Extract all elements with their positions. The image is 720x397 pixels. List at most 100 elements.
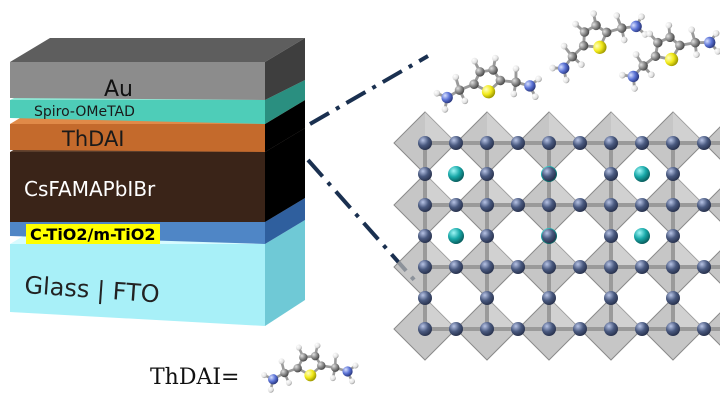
lattice-atom bbox=[511, 136, 525, 150]
carbon-atom bbox=[689, 36, 702, 49]
lattice-atom bbox=[542, 167, 556, 181]
lattice-atom bbox=[666, 229, 680, 243]
lattice-atom bbox=[666, 322, 680, 336]
hydrogen-atom bbox=[452, 73, 460, 81]
lattice-atom bbox=[480, 291, 494, 305]
hydrogen-atom bbox=[332, 352, 339, 359]
lattice-atom bbox=[511, 198, 525, 212]
a-site-cation-atom bbox=[448, 166, 464, 182]
a-site-cation-atom bbox=[634, 166, 650, 182]
lattice-atom bbox=[635, 136, 649, 150]
lattice-atom bbox=[666, 260, 680, 274]
layer-au: Au bbox=[10, 38, 305, 102]
lattice-atom bbox=[480, 322, 494, 336]
carbon-atom bbox=[511, 77, 522, 88]
lattice-atom bbox=[511, 260, 525, 274]
lattice-atom bbox=[542, 260, 556, 274]
layer-label-tio2: C-TiO2/m-TiO2 bbox=[30, 225, 155, 244]
lattice-atom bbox=[573, 322, 587, 336]
hydrogen-atom bbox=[687, 25, 696, 34]
hydrogen-atom bbox=[589, 9, 598, 18]
hydrogen-atom bbox=[268, 387, 275, 394]
lattice-atom bbox=[418, 167, 432, 181]
lattice-atom bbox=[666, 167, 680, 181]
lattice-atom bbox=[480, 198, 494, 212]
lattice-atom bbox=[666, 291, 680, 305]
zoom-line-upper bbox=[310, 56, 428, 124]
carbon-atom bbox=[331, 363, 340, 372]
hydrogen-atom bbox=[278, 358, 285, 365]
hydrogen-atom bbox=[330, 375, 337, 382]
nitrogen-atom bbox=[268, 374, 279, 385]
hydrogen-atom bbox=[612, 11, 621, 20]
lattice-atom bbox=[449, 260, 463, 274]
lattice-atom bbox=[697, 136, 711, 150]
lattice-atom bbox=[604, 167, 618, 181]
layer-label-au: Au bbox=[104, 77, 133, 102]
lattice-atom bbox=[604, 229, 618, 243]
lattice-atom bbox=[573, 198, 587, 212]
lattice-atom bbox=[604, 198, 618, 212]
lattice-atom bbox=[480, 136, 494, 150]
hydrogen-atom bbox=[692, 50, 701, 59]
lattice-atom bbox=[418, 260, 432, 274]
hydrogen-atom bbox=[620, 35, 629, 44]
hydrogen-atom bbox=[548, 63, 557, 72]
lattice-atom bbox=[480, 260, 494, 274]
lattice-atom bbox=[418, 291, 432, 305]
lattice-atom bbox=[604, 291, 618, 305]
carbon-atom bbox=[615, 22, 628, 35]
hydrogen-atom bbox=[562, 75, 571, 84]
carbon-atom bbox=[299, 353, 308, 362]
lattice-atom bbox=[542, 198, 556, 212]
lattice-atom bbox=[697, 322, 711, 336]
a-site-cation-atom bbox=[634, 228, 650, 244]
carbon-atom bbox=[475, 66, 486, 77]
lattice-atom bbox=[697, 198, 711, 212]
lattice-atom bbox=[697, 260, 711, 274]
a-site-cation-atom bbox=[448, 228, 464, 244]
lattice-atom bbox=[480, 167, 494, 181]
lattice-atom bbox=[604, 136, 618, 150]
thdai-molecule bbox=[429, 49, 544, 114]
thdai-molecule-formula bbox=[258, 339, 360, 394]
lattice-atom bbox=[542, 322, 556, 336]
lattice-atom bbox=[604, 260, 618, 274]
lattice-atom bbox=[418, 198, 432, 212]
perovskite-lattice bbox=[394, 112, 720, 360]
lattice-atom bbox=[449, 322, 463, 336]
hydrogen-atom bbox=[630, 84, 639, 93]
nitrogen-atom bbox=[441, 91, 454, 104]
lattice-atom bbox=[573, 260, 587, 274]
sulfur-atom bbox=[663, 51, 681, 69]
lattice-atom bbox=[635, 198, 649, 212]
thdai-molecule bbox=[607, 5, 720, 95]
lattice-atom bbox=[542, 229, 556, 243]
thdai-molecule bbox=[258, 339, 360, 394]
hydrogen-atom bbox=[314, 342, 321, 349]
layer-label-thdai: ThDAI bbox=[61, 127, 125, 151]
lattice-atom bbox=[542, 136, 556, 150]
hydrogen-atom bbox=[510, 90, 518, 98]
formula-label: ThDAI= bbox=[150, 365, 240, 390]
hydrogen-atom bbox=[512, 65, 520, 73]
thdai-surface-molecules bbox=[429, 0, 720, 114]
lattice-atom bbox=[666, 198, 680, 212]
lattice-atom bbox=[418, 136, 432, 150]
hydrogen-atom bbox=[664, 21, 673, 30]
zoom-connector bbox=[308, 56, 428, 282]
layer-label-perovskite: CsFAMAPbIBr bbox=[24, 177, 156, 201]
lattice-atom bbox=[635, 322, 649, 336]
sulfur-atom bbox=[591, 38, 609, 56]
hydrogen-atom bbox=[492, 54, 500, 62]
lattice-atom bbox=[449, 198, 463, 212]
lattice-atom bbox=[604, 322, 618, 336]
lattice-atom bbox=[418, 229, 432, 243]
lattice-atom bbox=[666, 136, 680, 150]
lattice-atom bbox=[573, 136, 587, 150]
lattice-atom bbox=[449, 136, 463, 150]
lattice-atom bbox=[635, 260, 649, 274]
hydrogen-atom bbox=[618, 71, 627, 80]
device-stack: Glass | FTO C-TiO2/m-TiO2 CsFAMAPbIBr Th… bbox=[10, 38, 305, 326]
